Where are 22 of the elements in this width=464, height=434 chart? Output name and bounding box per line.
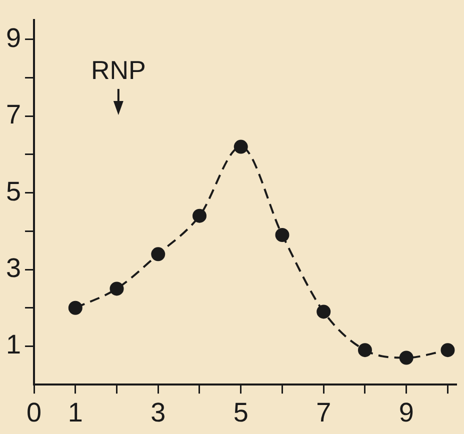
point: [234, 140, 248, 154]
point: [68, 300, 82, 315]
point: [399, 350, 414, 365]
annotation: RNP: [90, 55, 146, 86]
point: [110, 282, 124, 296]
y-tick-label: 1: [6, 330, 22, 360]
point: [316, 304, 331, 319]
x-tick-label: 5: [233, 397, 248, 428]
y-tick-label: 7: [6, 100, 22, 130]
point: [275, 228, 290, 242]
point: [192, 208, 206, 223]
point: [151, 247, 166, 262]
point: [358, 343, 372, 358]
x-tick-label: 0: [26, 397, 42, 428]
x-tick-label: 7: [316, 397, 332, 428]
x-tick-label: 3: [150, 397, 166, 428]
x-tick-label: 1: [68, 397, 83, 428]
x-tick-label: 9: [398, 397, 414, 428]
y-tick-label: 9: [6, 22, 22, 53]
y-tick-label: 5: [6, 176, 22, 206]
point: [440, 343, 455, 358]
y-tick-label: 3: [6, 252, 22, 283]
